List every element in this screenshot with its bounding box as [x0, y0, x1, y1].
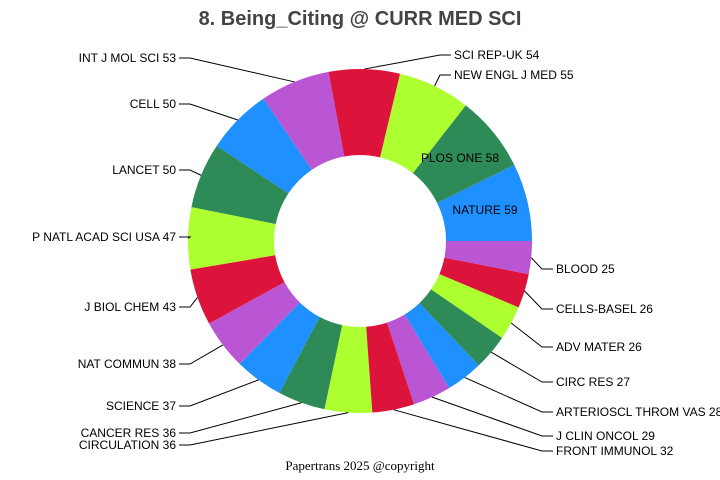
slice-label: SCI REP-UK 54	[454, 48, 540, 62]
slice-cell	[216, 98, 312, 194]
slice-label: LANCET 50	[112, 163, 176, 177]
leader-line	[179, 103, 238, 121]
slice-blood	[444, 241, 532, 275]
slice-adv-mater	[431, 274, 519, 338]
slice-science	[239, 302, 320, 393]
slice-label: ARTERIOSCL THROM VAS 28	[556, 405, 720, 419]
slice-label: P NATL ACAD SCI USA 47	[32, 230, 176, 244]
slice-label: NEW ENGL J MED 55	[454, 68, 574, 82]
slice-sci-rep-uk	[328, 69, 401, 158]
slice-circulation	[324, 325, 373, 413]
footer-copyright: Papertrans 2025 @copyright	[285, 458, 435, 473]
slice-label: J BIOL CHEM 43	[84, 300, 176, 314]
slice-new-engl-j-med	[380, 73, 466, 174]
slice-cells-basel	[439, 257, 529, 308]
slice-label: CIRC RES 27	[556, 375, 630, 389]
slice-label: ADV MATER 26	[556, 340, 642, 354]
slice-nature	[437, 164, 532, 241]
slice-label: BLOOD 25	[556, 262, 615, 276]
slice-cancer-res	[279, 316, 343, 410]
leader-line	[510, 322, 553, 348]
slice-label: PLOS ONE 58	[421, 151, 499, 165]
slice-label: CELLS-BASEL 26	[556, 302, 653, 316]
slice-lancet	[191, 145, 289, 225]
leader-line	[179, 402, 302, 434]
leader-line	[530, 257, 553, 270]
slice-label: CANCER RES 36	[81, 426, 177, 440]
slice-label: NATURE 59	[452, 203, 517, 217]
slice-label: NAT COMMUN 38	[78, 357, 177, 371]
leader-line	[464, 377, 553, 413]
leader-line	[490, 351, 553, 383]
chart-title: 8. Being_Citing @ CURR MED SCI	[199, 8, 522, 30]
leader-line	[179, 297, 198, 308]
leader-line	[179, 57, 295, 83]
slice-label: SCIENCE 37	[106, 399, 176, 413]
slice-plos-one	[412, 105, 515, 203]
leader-line	[179, 379, 259, 407]
slice-label: INT J MOL SCI 53	[79, 51, 177, 65]
slice-circ-res	[419, 289, 503, 366]
slice-p-natl-acad-sci-usa	[187, 207, 276, 270]
slice-j-biol-chem	[190, 255, 285, 324]
slice-arterioscl-throm-vas	[404, 303, 479, 389]
leader-line	[432, 396, 553, 437]
leader-line	[179, 412, 349, 446]
slice-label: CIRCULATION 36	[79, 438, 176, 452]
leader-line	[434, 74, 451, 87]
slice-j-clin-oncol	[387, 314, 450, 405]
slice-label: CELL 50	[130, 97, 177, 111]
leader-line	[364, 54, 451, 70]
leader-line	[179, 236, 192, 239]
leader-line	[393, 409, 553, 452]
slice-label: J CLIN ONCOL 29	[556, 429, 655, 443]
leader-line	[524, 290, 553, 310]
slice-nat-commun	[209, 282, 300, 364]
slice-int-j-mol-sci	[263, 71, 345, 170]
leader-line	[179, 169, 202, 176]
slice-label: FRONT IMMUNOL 32	[556, 444, 674, 458]
leader-line	[179, 344, 224, 365]
slice-front-immunol	[366, 322, 415, 413]
